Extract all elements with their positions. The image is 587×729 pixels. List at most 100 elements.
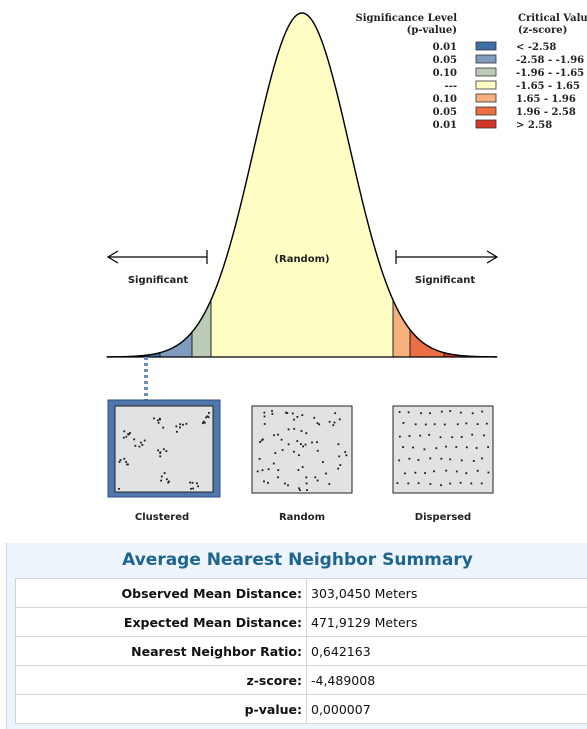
point: [296, 416, 299, 418]
point: [328, 483, 331, 485]
point: [263, 415, 266, 418]
legend-row: 0.05 1.96 - 2.58: [433, 106, 576, 118]
point: [163, 472, 166, 474]
point: [298, 454, 300, 457]
legend-swatch: [475, 80, 497, 90]
point: [407, 482, 410, 485]
point: [298, 487, 300, 490]
point: [261, 438, 264, 441]
summary-row: Observed Mean Distance: 303,0450 Meters: [15, 578, 587, 608]
summary-row: p-value: 0,000007: [15, 694, 587, 724]
point: [316, 422, 319, 425]
point: [318, 423, 321, 426]
legend-p-header: Significance Level: [356, 13, 458, 24]
point: [402, 446, 404, 448]
legend-p-value: ---: [445, 81, 457, 92]
legend-z-value: > 2.58: [516, 120, 552, 131]
dispersed-label: Dispersed: [415, 512, 471, 523]
point: [167, 481, 170, 484]
point: [189, 481, 191, 484]
point: [125, 461, 127, 463]
point: [138, 445, 141, 448]
point: [260, 439, 263, 442]
dispersed-pattern: [392, 405, 494, 494]
curve-region: [392, 299, 411, 358]
point: [123, 430, 126, 433]
point: [179, 426, 181, 429]
point: [459, 411, 462, 414]
curve-region: [210, 12, 394, 358]
summary-table: Observed Mean Distance: 303,0450 Meters Ex…: [15, 578, 587, 724]
point: [420, 412, 422, 415]
point: [160, 479, 162, 482]
significance-graphic: (Random) Significant Significant Signifi…: [106, 12, 587, 523]
legend-p-value: 0.01: [433, 120, 457, 131]
summary-value: 471,9129 Meters: [306, 607, 587, 637]
summary-label: p-value:: [15, 694, 307, 724]
curve-region: [409, 328, 445, 358]
legend-rows: 0.01 < -2.58 0.05 -2.58 - -1.96 0.10 -1.96 - …: [433, 41, 584, 131]
point: [440, 457, 443, 460]
legend-row: 0.01 < -2.58: [433, 41, 556, 53]
point: [396, 482, 399, 484]
point: [207, 416, 210, 419]
legend-p-value: 0.05: [433, 55, 457, 66]
point: [459, 481, 462, 484]
point: [475, 447, 478, 449]
legend-z-value: 1.96 - 2.58: [516, 107, 576, 118]
point: [460, 436, 463, 438]
legend-swatch: [475, 67, 497, 77]
point: [272, 462, 275, 465]
point: [293, 427, 296, 430]
point: [281, 449, 284, 451]
left-significant-label: Significant: [128, 275, 189, 286]
legend-p-subheader: (p-value): [407, 25, 457, 36]
point: [404, 472, 406, 475]
point: [412, 446, 414, 449]
point: [325, 472, 327, 475]
point: [455, 446, 458, 448]
summary-label: z-score:: [15, 665, 307, 695]
point: [277, 433, 279, 436]
point: [414, 423, 417, 426]
point: [471, 412, 474, 415]
point: [306, 489, 308, 491]
point: [476, 423, 479, 425]
legend-row: 0.10 -1.96 - -1.65: [433, 67, 584, 79]
point: [480, 482, 483, 485]
point: [313, 416, 316, 419]
point: [456, 423, 459, 426]
summary-label: Expected Mean Distance:: [15, 607, 307, 637]
point: [333, 421, 336, 424]
point: [191, 481, 194, 484]
right-significant-label: Significant: [415, 275, 476, 286]
point: [118, 488, 120, 490]
point: [143, 439, 146, 442]
point: [460, 459, 463, 462]
point: [440, 484, 442, 487]
legend-row: 0.05 -2.58 - -1.96: [433, 54, 584, 66]
point: [134, 444, 137, 447]
summary-value: 0,000007: [306, 694, 587, 724]
point: [316, 479, 319, 482]
point: [192, 487, 194, 490]
point: [344, 451, 347, 453]
point: [439, 436, 442, 439]
point: [277, 476, 279, 479]
point: [284, 482, 286, 485]
point: [398, 459, 401, 462]
legend-row: --- -1.65 - 1.65: [445, 80, 580, 92]
point: [296, 440, 299, 442]
point: [338, 418, 341, 421]
point: [157, 449, 159, 452]
left-significance-arrow: [106, 250, 208, 264]
point: [206, 415, 209, 418]
point: [449, 410, 452, 412]
point: [417, 482, 420, 485]
point: [345, 454, 348, 457]
point: [435, 447, 438, 450]
point: [483, 434, 485, 437]
point: [159, 451, 162, 454]
point: [301, 414, 304, 416]
point: [487, 446, 489, 448]
